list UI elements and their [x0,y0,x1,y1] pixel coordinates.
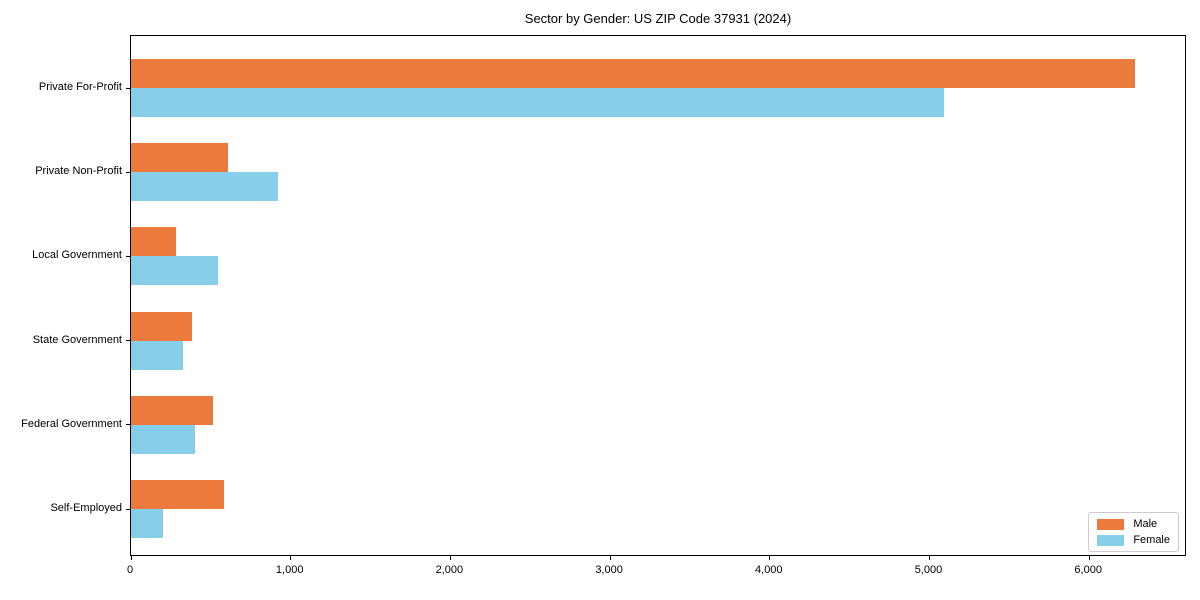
x-tick-label: 1,000 [275,564,304,576]
x-tick-label: 5,000 [914,564,943,576]
legend: Male Female [1088,512,1179,552]
x-tick-label: 0 [126,564,134,576]
y-axis-tick [126,171,131,173]
x-axis-tick [449,555,451,560]
bar-female-0 [131,88,944,117]
x-tick-label: 2,000 [435,564,464,576]
legend-label-female: Female [1133,534,1170,546]
bar-female-2 [131,256,219,286]
plot-area: Male Female [126,35,1186,560]
x-axis-tick [1088,555,1090,560]
category-label: Federal Government [21,417,122,430]
bar-male-3 [131,311,193,341]
x-axis-tick [928,555,930,560]
legend-swatch-female [1097,534,1125,546]
y-axis-tick [126,255,131,257]
chart-title: Sector by Gender: US ZIP Code 37931 (202… [524,11,792,26]
y-axis-tick [126,424,131,426]
y-axis-labels: Private For-Profit Private Non-Profit Loca… [0,35,122,556]
x-tick-label: 4,000 [755,564,783,576]
bar-male-1 [131,143,229,173]
category-label: Local Government [32,249,122,262]
bar-female-4 [131,424,195,454]
x-axis-tick [769,555,771,560]
y-axis-tick [126,340,131,342]
x-axis-tick [609,555,611,560]
bar-female-1 [131,172,278,202]
y-axis-tick [126,87,131,89]
bar-male-4 [131,395,214,425]
legend-label-male: Male [1133,518,1158,530]
x-tick-label: 3,000 [595,564,623,576]
category-label: State Government [32,333,122,346]
x-axis-tick [130,555,132,560]
bar-female-5 [131,509,163,538]
x-axis-labels: 0 1,000 2,000 3,000 4,000 5,000 6,000 [127,564,1186,584]
legend-item-male: Male [1097,518,1170,530]
legend-item-female: Female [1097,534,1170,546]
bar-male-5 [131,480,224,509]
category-label: Self-Employed [50,502,122,514]
x-axis-tick [290,555,292,560]
x-tick-label: 6,000 [1074,564,1102,576]
bar-female-3 [131,340,183,370]
bar-male-0 [131,59,1136,88]
legend-swatch-male [1097,518,1125,530]
category-label: Private Non-Profit [35,165,122,178]
category-label: Private For-Profit [38,81,122,93]
y-axis-tick [126,508,131,510]
bar-male-2 [131,227,176,257]
